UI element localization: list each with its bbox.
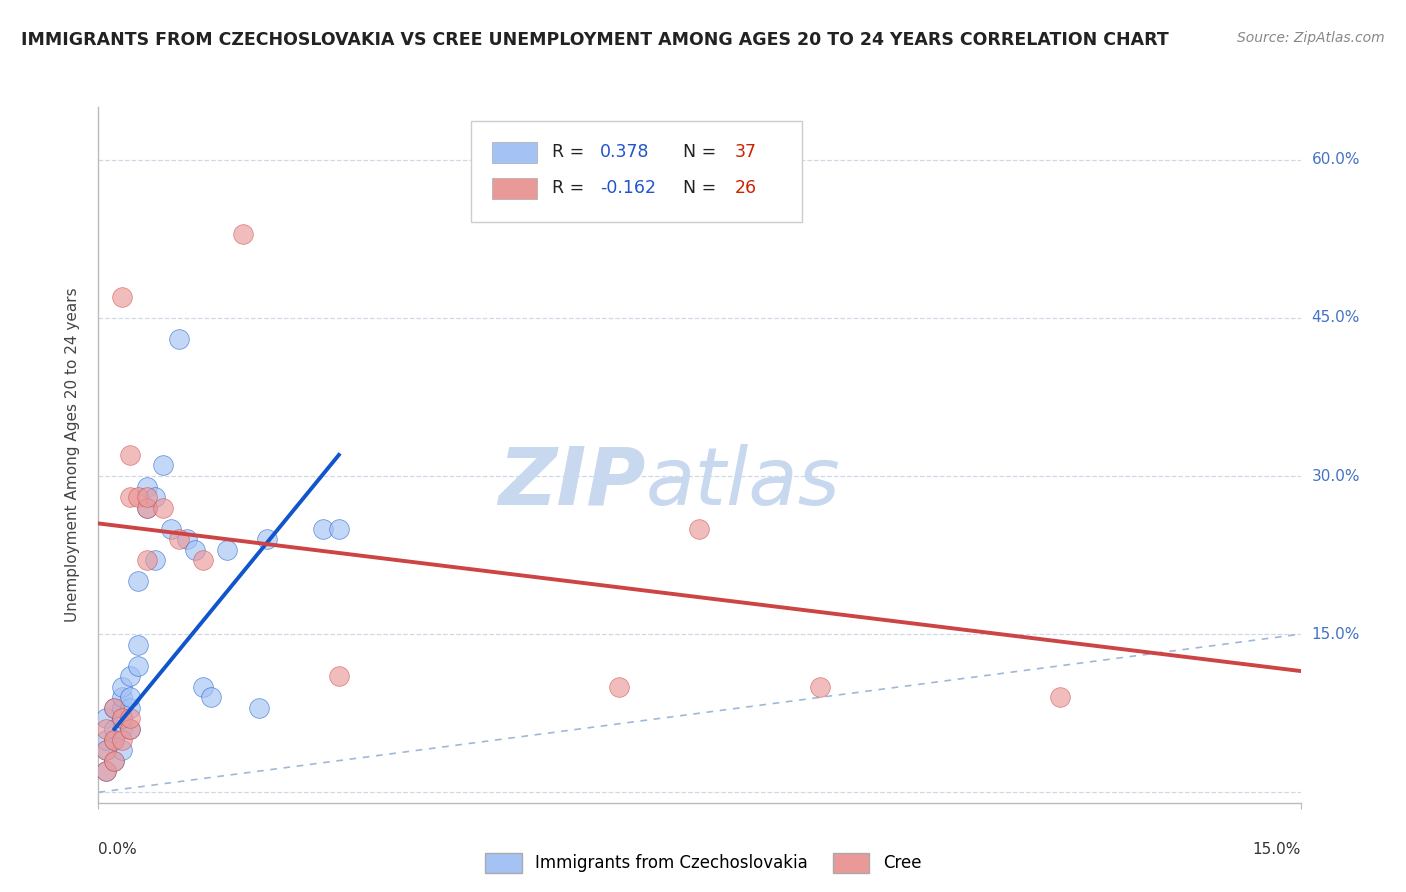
Point (120, 490, 142, 504)
Point (159, 522, 181, 536)
Point (111, 690, 134, 705)
Point (135, 479, 157, 493)
Point (191, 553, 214, 567)
Point (128, 638, 150, 652)
Point (103, 701, 125, 715)
Point (135, 500, 157, 515)
Text: N =: N = (672, 144, 721, 161)
FancyBboxPatch shape (492, 178, 537, 199)
Point (111, 732, 134, 747)
Point (152, 458, 174, 473)
Point (135, 553, 157, 567)
Point (128, 574, 150, 589)
Point (103, 722, 125, 736)
Point (191, 680, 214, 694)
Point (96, 711, 118, 725)
Point (312, 522, 335, 536)
Point (200, 690, 222, 705)
Point (167, 332, 190, 346)
Point (111, 711, 134, 725)
Point (328, 669, 350, 683)
Point (120, 690, 142, 705)
Point (120, 722, 142, 736)
Point (96, 743, 118, 757)
Text: 30.0%: 30.0% (1312, 468, 1360, 483)
Point (111, 743, 134, 757)
Point (135, 500, 157, 515)
Point (103, 754, 125, 768)
Point (215, 542, 238, 557)
Text: 15.0%: 15.0% (1312, 627, 1360, 641)
Text: 26: 26 (734, 179, 756, 197)
Point (688, 522, 710, 536)
Point (103, 732, 125, 747)
Y-axis label: Unemployment Among Ages 20 to 24 years: Unemployment Among Ages 20 to 24 years (65, 287, 80, 623)
Point (111, 701, 134, 715)
Point (232, 227, 254, 241)
Text: N =: N = (672, 179, 721, 197)
Point (120, 448, 142, 462)
Point (111, 680, 134, 694)
Text: Source: ZipAtlas.com: Source: ZipAtlas.com (1237, 31, 1385, 45)
Text: 37: 37 (734, 144, 756, 161)
Point (247, 701, 270, 715)
Point (167, 533, 190, 547)
Point (103, 701, 125, 715)
Point (808, 680, 831, 694)
Point (96, 764, 118, 779)
Point (120, 669, 142, 683)
Point (96, 743, 118, 757)
Legend: Immigrants from Czechoslovakia, Cree: Immigrants from Czechoslovakia, Cree (478, 847, 928, 880)
Point (183, 542, 205, 557)
Point (103, 732, 125, 747)
Point (111, 722, 134, 736)
Text: IMMIGRANTS FROM CZECHOSLOVAKIA VS CREE UNEMPLOYMENT AMONG AGES 20 TO 24 YEARS CO: IMMIGRANTS FROM CZECHOSLOVAKIA VS CREE U… (21, 31, 1168, 49)
Point (111, 290, 134, 304)
Point (120, 722, 142, 736)
Text: ZIP: ZIP (498, 443, 645, 522)
Point (120, 711, 142, 725)
Point (1049, 690, 1071, 705)
Text: atlas: atlas (645, 443, 841, 522)
Point (135, 490, 157, 504)
Point (328, 522, 350, 536)
Point (128, 658, 150, 673)
FancyBboxPatch shape (471, 121, 801, 222)
Point (120, 701, 142, 715)
Text: 0.378: 0.378 (600, 144, 650, 161)
Point (152, 500, 174, 515)
Point (176, 533, 198, 547)
Point (143, 490, 166, 504)
Point (96, 722, 118, 736)
Point (256, 533, 278, 547)
Text: 60.0%: 60.0% (1312, 153, 1360, 167)
Point (96, 764, 118, 779)
Text: 45.0%: 45.0% (1312, 310, 1360, 326)
Point (96, 732, 118, 747)
Text: R =: R = (551, 179, 589, 197)
Text: 0.0%: 0.0% (98, 842, 138, 856)
Text: 15.0%: 15.0% (1253, 842, 1301, 856)
Point (103, 754, 125, 768)
Point (609, 680, 631, 694)
Text: -0.162: -0.162 (600, 179, 655, 197)
Point (111, 711, 134, 725)
FancyBboxPatch shape (492, 142, 537, 162)
Point (128, 490, 150, 504)
Point (143, 553, 166, 567)
Text: R =: R = (551, 144, 589, 161)
